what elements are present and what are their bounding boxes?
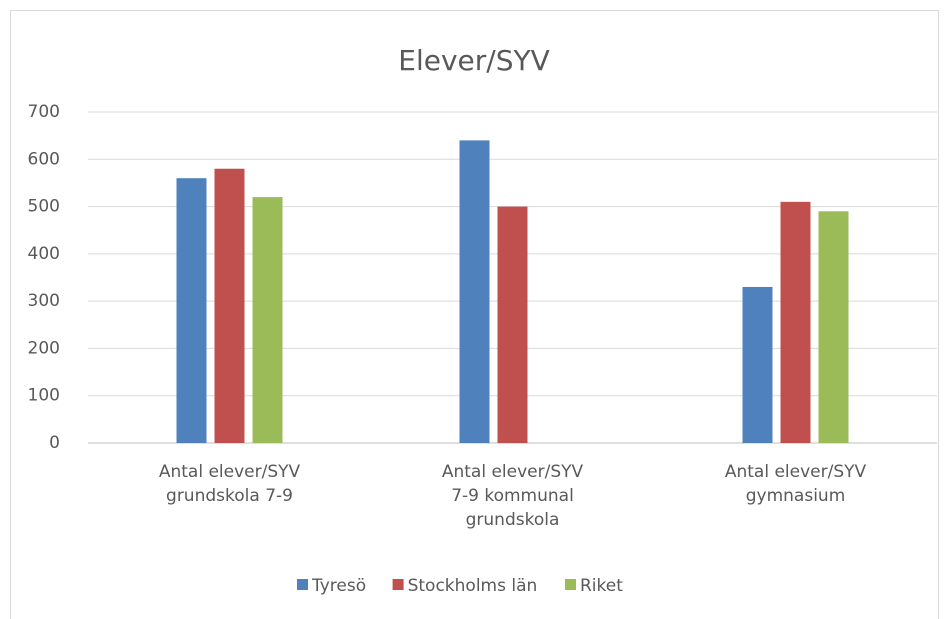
chart-frame <box>10 10 939 619</box>
legend-label: Tyresö <box>311 576 366 596</box>
bar <box>742 286 773 443</box>
x-tick-label: Antal elever/SYV grundskola 7-9 <box>159 462 301 506</box>
y-tick-label: 400 <box>28 244 60 264</box>
y-tick-label: 300 <box>28 291 60 311</box>
bar <box>459 140 490 443</box>
y-tick-label: 700 <box>28 102 60 122</box>
y-tick-label: 100 <box>28 386 60 406</box>
chart-title: Elever/SYV <box>398 44 549 77</box>
y-tick-label: 500 <box>28 197 60 217</box>
bar <box>780 201 811 443</box>
bar <box>214 168 245 443</box>
x-tick-label: Antal elever/SYV 7-9 kommunal grundskola <box>442 462 584 530</box>
y-tick-label: 600 <box>28 149 60 169</box>
y-tick-label: 200 <box>28 338 60 358</box>
x-tick-label: Antal elever/SYV gymnasium <box>725 462 867 506</box>
legend-swatch <box>565 579 576 590</box>
legend-label: Riket <box>580 576 623 596</box>
bar <box>176 178 207 443</box>
bar <box>818 211 849 443</box>
y-tick-label: 0 <box>49 433 60 453</box>
legend-swatch <box>392 579 404 590</box>
legend-swatch <box>297 579 308 590</box>
bar <box>497 206 528 443</box>
legend-label: Stockholms län <box>408 576 538 596</box>
bar <box>252 197 283 443</box>
